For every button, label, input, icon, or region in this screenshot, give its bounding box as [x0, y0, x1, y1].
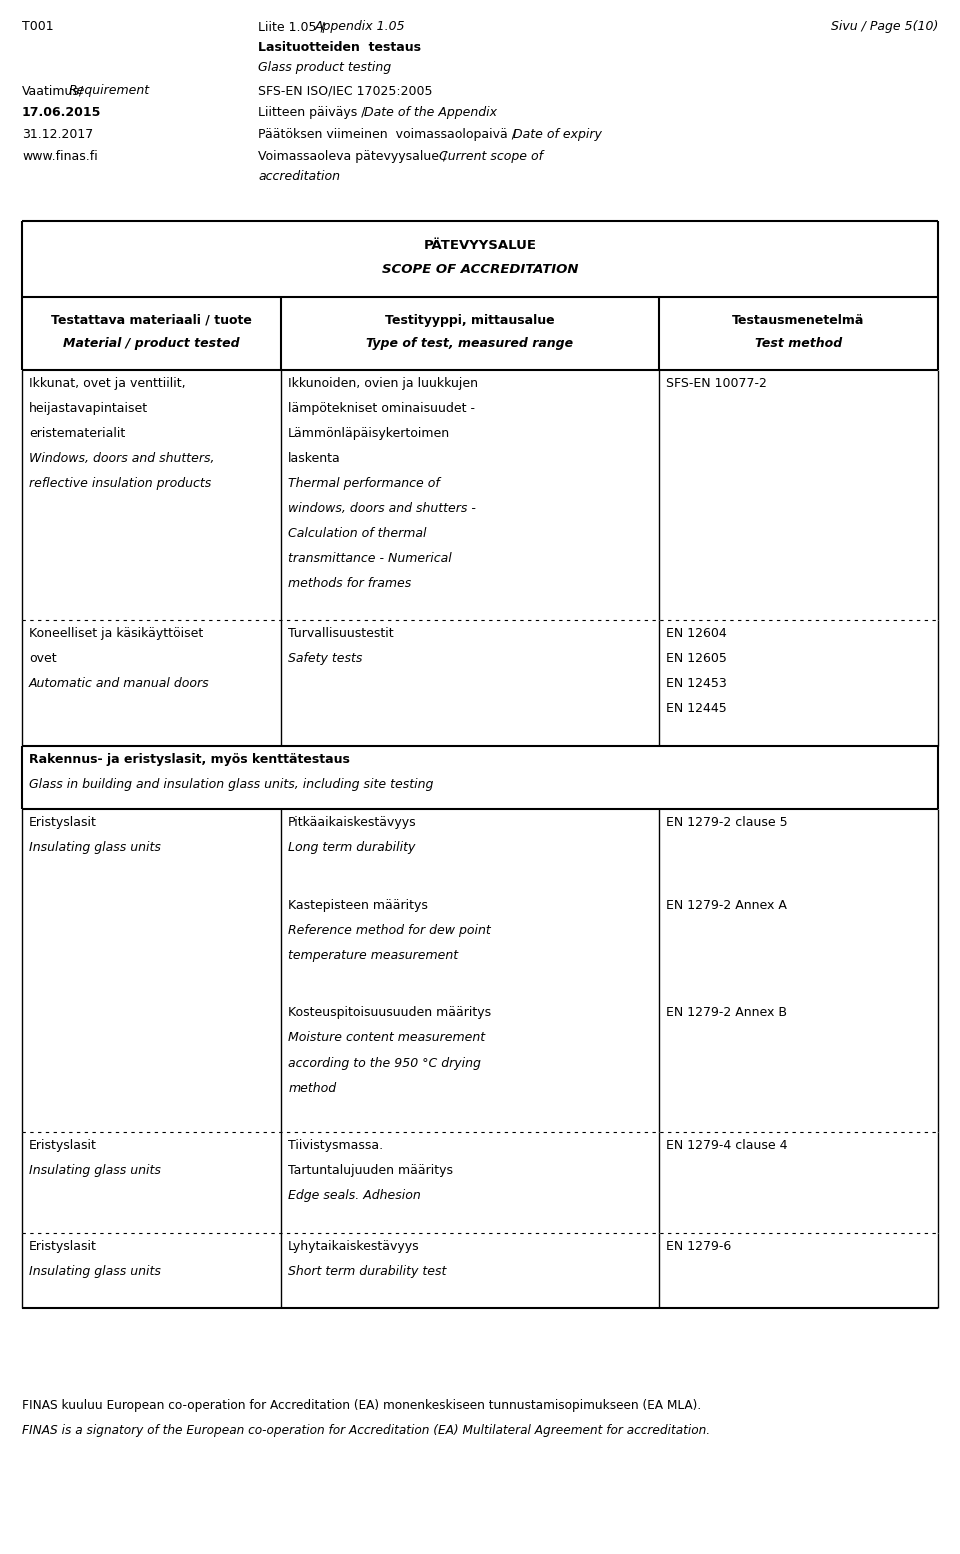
Text: accreditation: accreditation: [258, 171, 340, 183]
Text: transmittance - Numerical: transmittance - Numerical: [288, 552, 452, 566]
Text: Moisture content measurement: Moisture content measurement: [288, 1032, 486, 1044]
Text: Test method: Test method: [755, 337, 842, 350]
Text: Date of expiry: Date of expiry: [513, 127, 602, 141]
Text: Ikkunoiden, ovien ja luukkujen: Ikkunoiden, ovien ja luukkujen: [288, 376, 478, 390]
Text: Kastepisteen määritys: Kastepisteen määritys: [288, 898, 428, 912]
Text: EN 12445: EN 12445: [665, 702, 727, 715]
Text: Tartuntalujuuden määritys: Tartuntalujuuden määritys: [288, 1164, 453, 1178]
Text: Vaatimus/: Vaatimus/: [22, 84, 84, 98]
Text: Eristyslasit: Eristyslasit: [29, 1240, 97, 1253]
Text: Lasituotteiden  testaus: Lasituotteiden testaus: [258, 40, 421, 54]
Text: Reference method for dew point: Reference method for dew point: [288, 923, 491, 937]
Text: 17.06.2015: 17.06.2015: [22, 106, 102, 120]
Text: Pitkäaikaiskestävyys: Pitkäaikaiskestävyys: [288, 816, 417, 830]
Text: windows, doors and shutters -: windows, doors and shutters -: [288, 502, 476, 514]
Text: Requirement: Requirement: [69, 84, 150, 98]
Text: reflective insulation products: reflective insulation products: [29, 477, 211, 490]
Text: Short term durability test: Short term durability test: [288, 1265, 446, 1277]
Text: SCOPE OF ACCREDITATION: SCOPE OF ACCREDITATION: [382, 263, 578, 277]
Text: Koneelliset ja käsikäyttöiset: Koneelliset ja käsikäyttöiset: [29, 628, 204, 640]
Text: Automatic and manual doors: Automatic and manual doors: [29, 678, 209, 690]
Text: Voimassaoleva pätevyysalue /: Voimassaoleva pätevyysalue /: [258, 149, 451, 163]
Text: EN 1279-2 clause 5: EN 1279-2 clause 5: [665, 816, 787, 830]
Text: Testityyppi, mittausalue: Testityyppi, mittausalue: [385, 314, 555, 326]
Text: lämpötekniset ominaisuudet -: lämpötekniset ominaisuudet -: [288, 402, 475, 415]
Text: Tiivistysmassa.: Tiivistysmassa.: [288, 1139, 383, 1152]
Text: EN 1279-4 clause 4: EN 1279-4 clause 4: [665, 1139, 787, 1152]
Text: Rakennus- ja eristyslasit, myös kenttätestaus: Rakennus- ja eristyslasit, myös kenttäte…: [29, 752, 349, 766]
Text: SFS-EN ISO/IEC 17025:2005: SFS-EN ISO/IEC 17025:2005: [258, 84, 433, 98]
Text: Insulating glass units: Insulating glass units: [29, 1164, 161, 1178]
Text: Type of test, measured range: Type of test, measured range: [367, 337, 573, 350]
Text: Testattava materiaali / tuote: Testattava materiaali / tuote: [51, 314, 252, 326]
Text: Sivu / Page 5(10): Sivu / Page 5(10): [830, 20, 938, 33]
Text: Edge seals. Adhesion: Edge seals. Adhesion: [288, 1189, 421, 1203]
Text: www.finas.fi: www.finas.fi: [22, 149, 98, 163]
Text: Glass in building and insulation glass units, including site testing: Glass in building and insulation glass u…: [29, 779, 433, 791]
Text: Material / product tested: Material / product tested: [63, 337, 240, 350]
Text: Long term durability: Long term durability: [288, 841, 416, 855]
Text: temperature measurement: temperature measurement: [288, 949, 458, 962]
Text: Ikkunat, ovet ja venttiilit,: Ikkunat, ovet ja venttiilit,: [29, 376, 185, 390]
Text: Liitteen päiväys /: Liitteen päiväys /: [258, 106, 370, 120]
Text: EN 12605: EN 12605: [665, 653, 727, 665]
Text: EN 1279-2 Annex B: EN 1279-2 Annex B: [665, 1007, 786, 1019]
Text: Liite 1.05 /: Liite 1.05 /: [258, 20, 328, 33]
Text: Windows, doors and shutters,: Windows, doors and shutters,: [29, 452, 214, 465]
Text: according to the 950 °C drying: according to the 950 °C drying: [288, 1057, 481, 1069]
Text: Insulating glass units: Insulating glass units: [29, 1265, 161, 1277]
Text: method: method: [288, 1082, 336, 1094]
Text: EN 12453: EN 12453: [665, 678, 727, 690]
Text: T001: T001: [22, 20, 54, 33]
Text: SFS-EN 10077-2: SFS-EN 10077-2: [665, 376, 766, 390]
Text: FINAS kuuluu European co-operation for Accreditation (EA) monenkeskiseen tunnust: FINAS kuuluu European co-operation for A…: [22, 1399, 701, 1411]
Text: Lämmönläpäisykertoimen: Lämmönläpäisykertoimen: [288, 427, 450, 440]
Text: Päätöksen viimeinen  voimassaolopaivä /: Päätöksen viimeinen voimassaolopaivä /: [258, 127, 520, 141]
Text: Turvallisuustestit: Turvallisuustestit: [288, 628, 394, 640]
Text: Kosteuspitoisuusuuden määritys: Kosteuspitoisuusuuden määritys: [288, 1007, 492, 1019]
Text: Appendix 1.05: Appendix 1.05: [315, 20, 406, 33]
Text: Date of the Appendix: Date of the Appendix: [364, 106, 497, 120]
Text: Glass product testing: Glass product testing: [258, 61, 391, 73]
Text: Eristyslasit: Eristyslasit: [29, 1139, 97, 1152]
Text: Insulating glass units: Insulating glass units: [29, 841, 161, 855]
Text: Lyhytaikaiskestävyys: Lyhytaikaiskestävyys: [288, 1240, 420, 1253]
Text: FINAS is a signatory of the European co-operation for Accreditation (EA) Multila: FINAS is a signatory of the European co-…: [22, 1423, 710, 1437]
Text: ovet: ovet: [29, 653, 57, 665]
Text: Testausmenetelmä: Testausmenetelmä: [732, 314, 865, 326]
Text: Current scope of: Current scope of: [439, 149, 543, 163]
Text: EN 1279-2 Annex A: EN 1279-2 Annex A: [665, 898, 786, 912]
Text: methods for frames: methods for frames: [288, 577, 412, 591]
Text: EN 1279-6: EN 1279-6: [665, 1240, 731, 1253]
Text: heijastavapintaiset: heijastavapintaiset: [29, 402, 148, 415]
Text: PÄTEVYYSALUE: PÄTEVYYSALUE: [423, 239, 537, 252]
Text: Eristyslasit: Eristyslasit: [29, 816, 97, 830]
Text: EN 12604: EN 12604: [665, 628, 727, 640]
Text: eristematerialit: eristematerialit: [29, 427, 125, 440]
Text: Thermal performance of: Thermal performance of: [288, 477, 440, 490]
Text: Safety tests: Safety tests: [288, 653, 363, 665]
Text: 31.12.2017: 31.12.2017: [22, 127, 93, 141]
Text: Calculation of thermal: Calculation of thermal: [288, 527, 427, 539]
Text: laskenta: laskenta: [288, 452, 341, 465]
